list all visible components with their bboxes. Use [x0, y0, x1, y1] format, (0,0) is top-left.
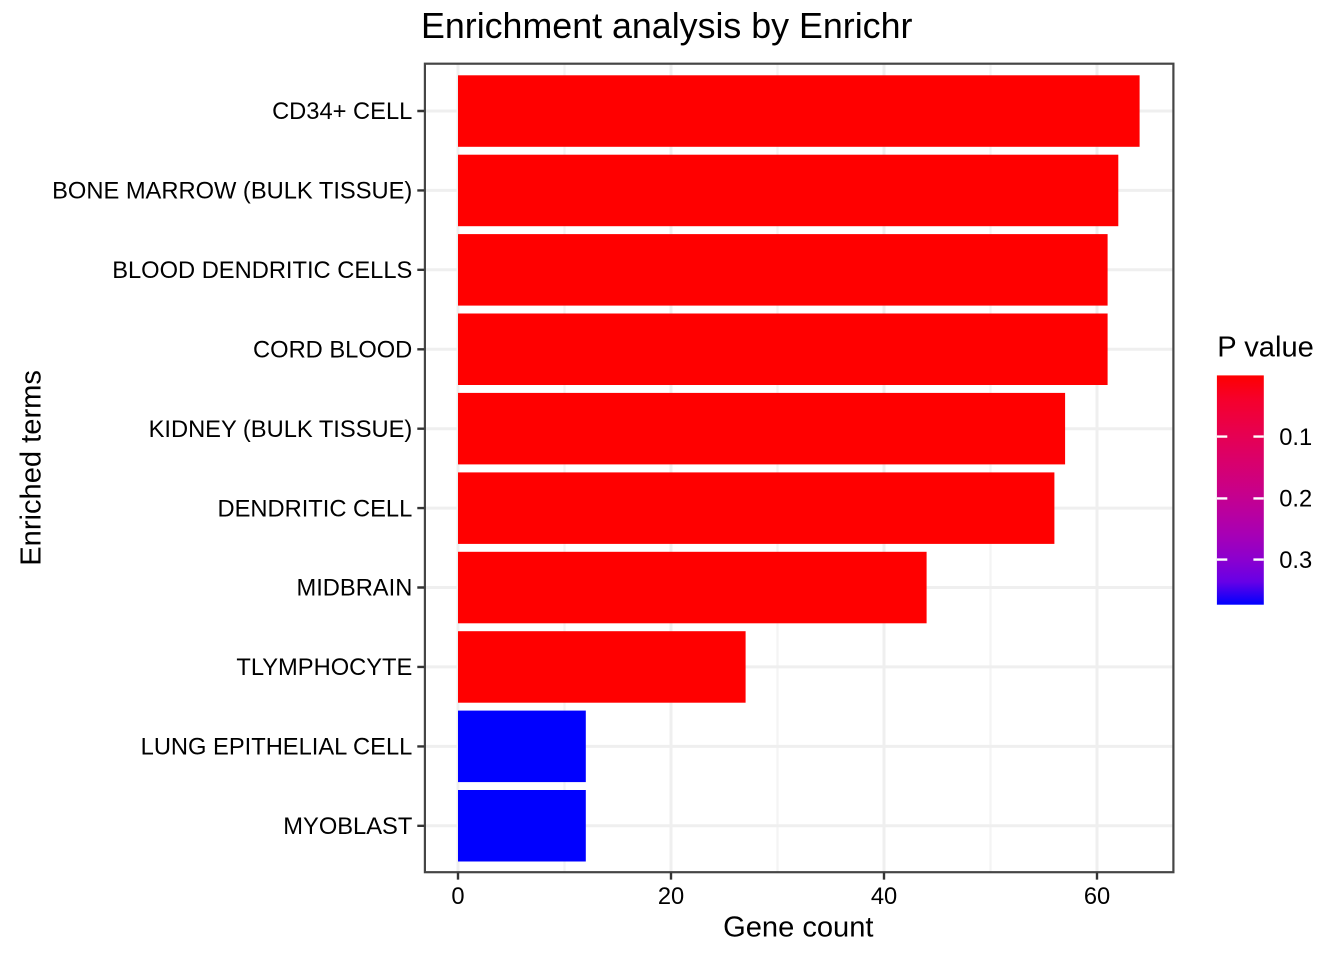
svg-text:60: 60 — [1084, 884, 1110, 910]
svg-text:MYOBLAST: MYOBLAST — [283, 814, 412, 840]
svg-text:0.3: 0.3 — [1279, 548, 1312, 574]
svg-text:Enriched terms: Enriched terms — [16, 370, 48, 566]
svg-text:20: 20 — [658, 884, 684, 910]
svg-text:40: 40 — [871, 884, 897, 910]
svg-text:Enrichment analysis by Enrichr: Enrichment analysis by Enrichr — [421, 6, 912, 46]
svg-text:0.1: 0.1 — [1279, 425, 1312, 451]
svg-text:CORD BLOOD: CORD BLOOD — [253, 337, 412, 363]
svg-text:DENDRITIC CELL: DENDRITIC CELL — [217, 496, 412, 522]
svg-text:0.2: 0.2 — [1279, 487, 1312, 513]
svg-text:LUNG EPITHELIAL CELL: LUNG EPITHELIAL CELL — [141, 735, 413, 761]
svg-text:0: 0 — [451, 884, 464, 910]
svg-text:KIDNEY (BULK TISSUE): KIDNEY (BULK TISSUE) — [149, 417, 413, 443]
svg-text:MIDBRAIN: MIDBRAIN — [296, 576, 412, 602]
svg-text:BONE MARROW (BULK TISSUE): BONE MARROW (BULK TISSUE) — [52, 179, 412, 205]
svg-text:Gene count: Gene count — [723, 912, 873, 944]
svg-text:TLYMPHOCYTE: TLYMPHOCYTE — [236, 655, 412, 681]
svg-text:P value: P value — [1217, 331, 1314, 363]
svg-text:BLOOD DENDRITIC CELLS: BLOOD DENDRITIC CELLS — [112, 258, 412, 284]
svg-text:CD34+ CELL: CD34+ CELL — [272, 99, 412, 125]
